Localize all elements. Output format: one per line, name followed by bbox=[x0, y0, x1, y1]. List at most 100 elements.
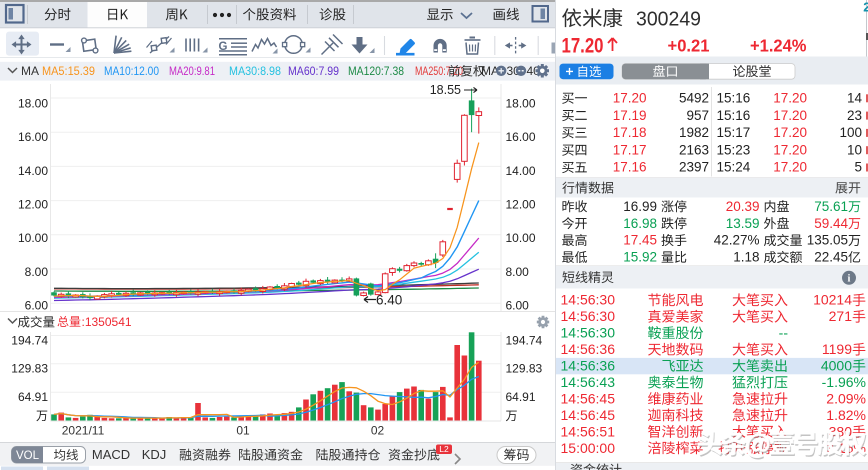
svg-text:15:17: 15:17 bbox=[717, 125, 751, 140]
svg-text:MA120:7.38: MA120:7.38 bbox=[348, 64, 404, 78]
svg-text:14: 14 bbox=[847, 91, 863, 106]
svg-text:17.18: 17.18 bbox=[613, 125, 647, 140]
svg-text:135.05: 135.05 bbox=[807, 233, 848, 248]
svg-text:15:00:00: 15:00:00 bbox=[561, 440, 616, 456]
svg-text:17.45: 17.45 bbox=[623, 233, 657, 248]
svg-text:14:56:45: 14:56:45 bbox=[561, 390, 616, 406]
svg-text:16.00: 16.00 bbox=[506, 130, 536, 144]
svg-text:30: 30 bbox=[507, 64, 521, 78]
svg-text:-1.96%: -1.96% bbox=[822, 374, 866, 390]
svg-text:1.82%: 1.82% bbox=[826, 407, 866, 423]
svg-text:8.00: 8.00 bbox=[506, 265, 530, 279]
svg-text:75.61: 75.61 bbox=[814, 199, 848, 214]
svg-text:5492: 5492 bbox=[679, 91, 709, 106]
svg-text:17.20: 17.20 bbox=[773, 142, 807, 157]
svg-text:MA20:9.81: MA20:9.81 bbox=[169, 64, 215, 78]
svg-text:MA5:15.39: MA5:15.39 bbox=[42, 64, 95, 78]
svg-text:万: 万 bbox=[36, 409, 48, 423]
svg-text:271: 271 bbox=[829, 308, 853, 324]
svg-text:1982: 1982 bbox=[679, 125, 709, 140]
svg-text:14:56:30: 14:56:30 bbox=[561, 292, 616, 308]
svg-text:15:16: 15:16 bbox=[717, 91, 751, 106]
svg-text:10: 10 bbox=[847, 142, 862, 157]
svg-text:+0.21: +0.21 bbox=[668, 36, 710, 56]
svg-text:i: i bbox=[848, 274, 851, 285]
svg-text:MA10:12.00: MA10:12.00 bbox=[104, 64, 159, 78]
svg-text:2021/11: 2021/11 bbox=[62, 424, 105, 438]
svg-text:10214: 10214 bbox=[813, 292, 852, 308]
svg-text:15:24: 15:24 bbox=[717, 160, 751, 175]
svg-text:17.20: 17.20 bbox=[773, 160, 807, 175]
svg-text:1199: 1199 bbox=[822, 341, 852, 357]
svg-text:2397: 2397 bbox=[679, 160, 709, 175]
svg-text:17.20: 17.20 bbox=[773, 125, 807, 140]
svg-text:17.20: 17.20 bbox=[773, 91, 807, 106]
svg-text:6.00: 6.00 bbox=[25, 299, 49, 313]
svg-text:23: 23 bbox=[847, 108, 862, 123]
svg-text:16.98: 16.98 bbox=[623, 216, 657, 231]
svg-text:MA60:7.99: MA60:7.99 bbox=[288, 64, 339, 78]
svg-text:5: 5 bbox=[854, 160, 862, 175]
svg-text:1.18: 1.18 bbox=[733, 250, 759, 265]
svg-text:17.20: 17.20 bbox=[562, 34, 604, 57]
svg-text::1350541: :1350541 bbox=[82, 315, 132, 329]
svg-text:6.40: 6.40 bbox=[376, 293, 402, 308]
svg-text:18.00: 18.00 bbox=[18, 96, 48, 110]
svg-text:17.19: 17.19 bbox=[613, 108, 647, 123]
svg-text:42.27%: 42.27% bbox=[714, 233, 760, 248]
svg-text:18.00: 18.00 bbox=[506, 96, 536, 110]
svg-text:14.00: 14.00 bbox=[506, 164, 536, 178]
svg-text:12.00: 12.00 bbox=[18, 198, 48, 212]
svg-text:2: 2 bbox=[863, 0, 868, 15]
svg-text:14:56:36: 14:56:36 bbox=[561, 358, 616, 374]
svg-text:129.83: 129.83 bbox=[11, 362, 48, 376]
svg-text:59.44: 59.44 bbox=[814, 216, 848, 231]
svg-text:14:56:30: 14:56:30 bbox=[561, 325, 616, 341]
svg-text:957: 957 bbox=[686, 108, 709, 123]
svg-text:MA: MA bbox=[481, 64, 499, 78]
svg-text:194.74: 194.74 bbox=[506, 333, 543, 347]
svg-text:17.20: 17.20 bbox=[613, 91, 647, 106]
svg-text:万: 万 bbox=[506, 409, 518, 423]
svg-text:13.59: 13.59 bbox=[726, 216, 760, 231]
svg-text:14:56:45: 14:56:45 bbox=[561, 407, 616, 423]
svg-text:L2: L2 bbox=[439, 444, 449, 454]
svg-text:17.16: 17.16 bbox=[613, 160, 647, 175]
svg-text:100: 100 bbox=[839, 125, 862, 140]
svg-text:14:56:51: 14:56:51 bbox=[561, 423, 616, 439]
svg-text:10.00: 10.00 bbox=[506, 231, 536, 245]
svg-text:17.20: 17.20 bbox=[773, 108, 807, 123]
svg-text:129.83: 129.83 bbox=[506, 362, 543, 376]
svg-text:20.39: 20.39 bbox=[726, 199, 760, 214]
svg-text:MA30:8.98: MA30:8.98 bbox=[229, 64, 281, 78]
svg-text:14:56:36: 14:56:36 bbox=[561, 341, 616, 357]
svg-text:MA: MA bbox=[21, 64, 39, 78]
svg-text:300249: 300249 bbox=[636, 8, 701, 31]
svg-text:64.91: 64.91 bbox=[18, 390, 48, 404]
svg-text:22.45: 22.45 bbox=[814, 250, 848, 265]
svg-text:194.74: 194.74 bbox=[11, 333, 48, 347]
svg-text:17.17: 17.17 bbox=[613, 142, 647, 157]
svg-text:VOL: VOL bbox=[16, 450, 40, 462]
svg-text:KDJ: KDJ bbox=[142, 447, 167, 462]
svg-text:64.91: 64.91 bbox=[506, 390, 536, 404]
svg-text:2163: 2163 bbox=[679, 142, 709, 157]
svg-text:G: G bbox=[219, 41, 228, 53]
svg-text:02: 02 bbox=[371, 424, 385, 438]
svg-text:4000: 4000 bbox=[821, 358, 852, 374]
svg-text:MACD: MACD bbox=[92, 447, 130, 462]
svg-text:15:23: 15:23 bbox=[717, 142, 751, 157]
svg-text:16.99: 16.99 bbox=[623, 199, 657, 214]
svg-text:8.00: 8.00 bbox=[25, 265, 49, 279]
svg-text:2.09%: 2.09% bbox=[826, 390, 866, 406]
svg-text:15:16: 15:16 bbox=[717, 108, 751, 123]
svg-text:14.00: 14.00 bbox=[18, 164, 48, 178]
svg-text:14:56:43: 14:56:43 bbox=[561, 374, 616, 390]
svg-text:12.00: 12.00 bbox=[506, 198, 536, 212]
svg-text:14:56:30: 14:56:30 bbox=[561, 308, 616, 324]
svg-text:01: 01 bbox=[236, 424, 250, 438]
svg-text:15.92: 15.92 bbox=[623, 250, 657, 265]
svg-text:10.00: 10.00 bbox=[18, 231, 48, 245]
svg-text:18.55: 18.55 bbox=[430, 83, 461, 97]
svg-text:+1.24%: +1.24% bbox=[750, 36, 807, 56]
